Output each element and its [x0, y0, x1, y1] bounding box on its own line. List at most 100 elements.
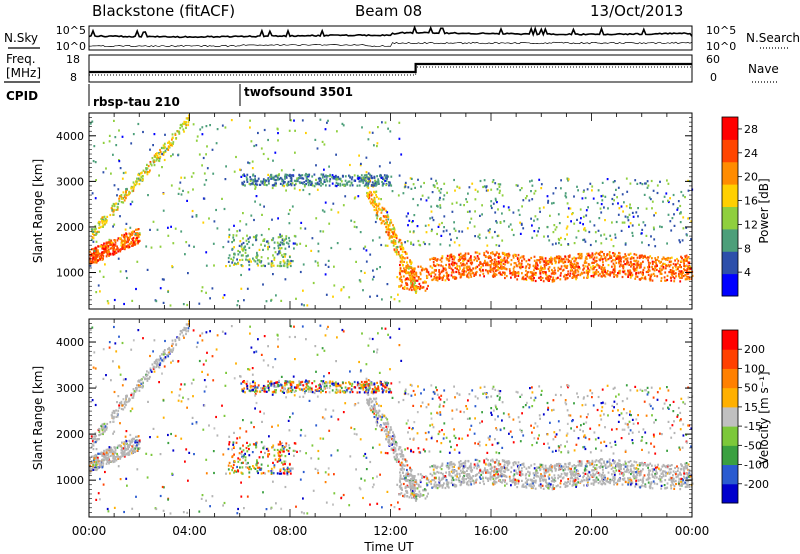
power-cell: [265, 300, 268, 303]
power-cell: [389, 130, 392, 133]
velocity-cell: [417, 473, 420, 476]
power-cell: [407, 278, 410, 281]
power-cell: [251, 182, 254, 185]
power-cell: [488, 255, 491, 258]
power-cell: [667, 263, 670, 266]
power-cell: [108, 140, 111, 143]
power-cell: [538, 207, 541, 210]
power-cell: [512, 256, 515, 259]
power-cell: [443, 274, 445, 277]
power-cell: [668, 271, 671, 274]
power-cell: [651, 265, 653, 268]
power-cell: [571, 262, 573, 265]
power-cell: [649, 262, 652, 265]
power-cell: [114, 239, 116, 242]
velocity-cell: [438, 481, 441, 484]
power-cell: [624, 253, 627, 256]
power-cell: [119, 249, 122, 252]
power-cell: [623, 221, 626, 224]
velocity-cell: [573, 473, 576, 476]
power-cell: [554, 228, 557, 231]
velocity-cell: [544, 464, 547, 467]
power-cell: [400, 270, 403, 273]
power-cell: [331, 174, 334, 177]
velocity-cell: [672, 480, 674, 483]
power-cell: [389, 161, 391, 164]
power-cell: [365, 179, 367, 182]
power-cell: [255, 236, 257, 239]
power-colorbar-tick-label-3: 16: [744, 195, 758, 208]
power-cell: [470, 263, 473, 266]
power-cell: [492, 273, 495, 276]
power-cell: [272, 159, 274, 162]
power-cell: [501, 271, 504, 274]
velocity-cell: [430, 482, 433, 486]
power-cell: [393, 235, 396, 238]
power-cell: [587, 267, 589, 270]
power-ytick-label-3: 4000: [56, 130, 84, 143]
power-cell: [379, 218, 382, 221]
power-cell: [244, 248, 247, 252]
power-cell: [256, 259, 259, 262]
power-cell: [544, 259, 547, 263]
power-cell: [138, 179, 140, 182]
velocity-cell: [504, 468, 507, 471]
velocity-cell: [540, 476, 543, 479]
power-cell: [421, 286, 423, 289]
power-cell: [586, 252, 589, 255]
power-cell: [298, 175, 301, 178]
power-cell: [438, 223, 441, 226]
velocity-cell: [542, 487, 545, 490]
power-cell: [450, 267, 453, 270]
velocity-cell: [569, 482, 571, 485]
velocity-cell: [560, 472, 563, 476]
power-cell: [439, 206, 442, 209]
power-cell: [557, 237, 560, 241]
power-cell: [409, 230, 411, 233]
power-cell: [496, 263, 499, 266]
power-cell: [259, 261, 262, 264]
power-cell: [370, 184, 373, 187]
power-cell: [271, 262, 274, 265]
velocity-cell: [487, 459, 489, 462]
power-cell: [677, 200, 680, 203]
power-cell: [448, 263, 451, 266]
velocity-cell: [433, 472, 436, 475]
power-cell: [174, 227, 177, 230]
power-cell: [416, 287, 419, 290]
power-cell: [632, 215, 635, 218]
velocity-cell: [470, 476, 472, 479]
velocity-cell: [638, 474, 641, 477]
power-cell: [405, 252, 408, 255]
power-cell: [634, 267, 636, 270]
power-cell: [112, 225, 114, 228]
power-cell: [432, 278, 435, 281]
power-cell: [525, 265, 528, 268]
power-cell: [470, 275, 473, 278]
freq-panel-frame: [88, 54, 693, 83]
velocity-cell: [442, 475, 445, 478]
power-cell: [131, 237, 134, 241]
power-cell: [452, 271, 455, 274]
power-cell: [680, 255, 682, 258]
velocity-cell: [562, 465, 565, 468]
power-cell: [651, 262, 654, 266]
power-cell: [652, 226, 655, 229]
power-cell: [530, 277, 533, 280]
velocity-cell: [438, 485, 441, 488]
power-cell: [659, 272, 662, 275]
velocity-cell: [502, 467, 505, 470]
velocity-cell: [670, 477, 673, 480]
power-cell: [365, 171, 368, 174]
power-cell: [412, 277, 415, 280]
velocity-cell: [609, 478, 612, 481]
power-cell: [365, 260, 368, 263]
power-cell: [387, 224, 390, 227]
power-cell: [615, 274, 617, 277]
power-cell: [302, 188, 305, 192]
power-cell: [551, 272, 554, 275]
velocity-cell: [467, 467, 470, 470]
power-cell: [93, 145, 96, 148]
power-cell: [109, 252, 112, 255]
power-cell: [423, 181, 425, 185]
